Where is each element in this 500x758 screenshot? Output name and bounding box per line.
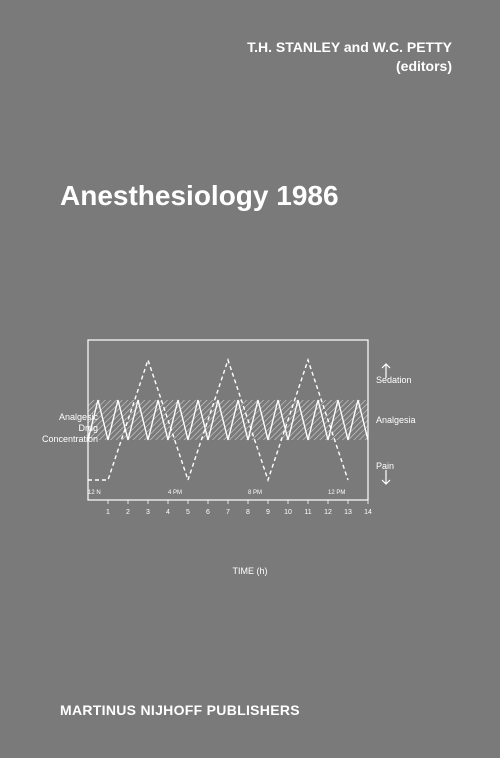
right-label-analgesia: Analgesia [376, 415, 416, 425]
right-label-pain: Pain [376, 461, 394, 471]
svg-text:7: 7 [226, 509, 230, 516]
editors-role: (editors) [247, 57, 452, 76]
svg-text:5: 5 [186, 509, 190, 516]
svg-text:4 PM: 4 PM [168, 490, 182, 496]
editors-block: T.H. STANLEY and W.C. PETTY (editors) [247, 38, 452, 76]
svg-text:12 N: 12 N [88, 490, 101, 496]
right-label-sedation: Sedation [376, 375, 412, 385]
svg-text:8: 8 [246, 509, 250, 516]
svg-text:14: 14 [364, 509, 372, 516]
svg-text:3: 3 [146, 509, 150, 516]
editors-names: T.H. STANLEY and W.C. PETTY [247, 38, 452, 57]
concentration-chart: AnalgesicDrugConcentration 12 N4 PM8 PM1… [80, 340, 420, 540]
svg-text:8 PM: 8 PM [248, 490, 262, 496]
svg-text:10: 10 [284, 509, 292, 516]
svg-text:12 PM: 12 PM [328, 490, 345, 496]
svg-text:11: 11 [304, 509, 311, 516]
publisher: MARTINUS NIJHOFF PUBLISHERS [60, 702, 300, 718]
svg-text:1: 1 [106, 509, 110, 516]
chart-svg: 12 N4 PM8 PM12 PM1234567891011121314 [80, 340, 420, 560]
svg-text:12: 12 [324, 509, 332, 516]
book-title: Anesthesiology 1986 [60, 180, 339, 212]
y-axis-label: AnalgesicDrugConcentration [28, 412, 98, 444]
x-axis-label: TIME (h) [80, 566, 420, 576]
svg-text:4: 4 [166, 509, 170, 516]
svg-text:2: 2 [126, 509, 130, 516]
svg-text:9: 9 [266, 509, 270, 516]
svg-text:13: 13 [344, 509, 352, 516]
svg-text:6: 6 [206, 509, 210, 516]
